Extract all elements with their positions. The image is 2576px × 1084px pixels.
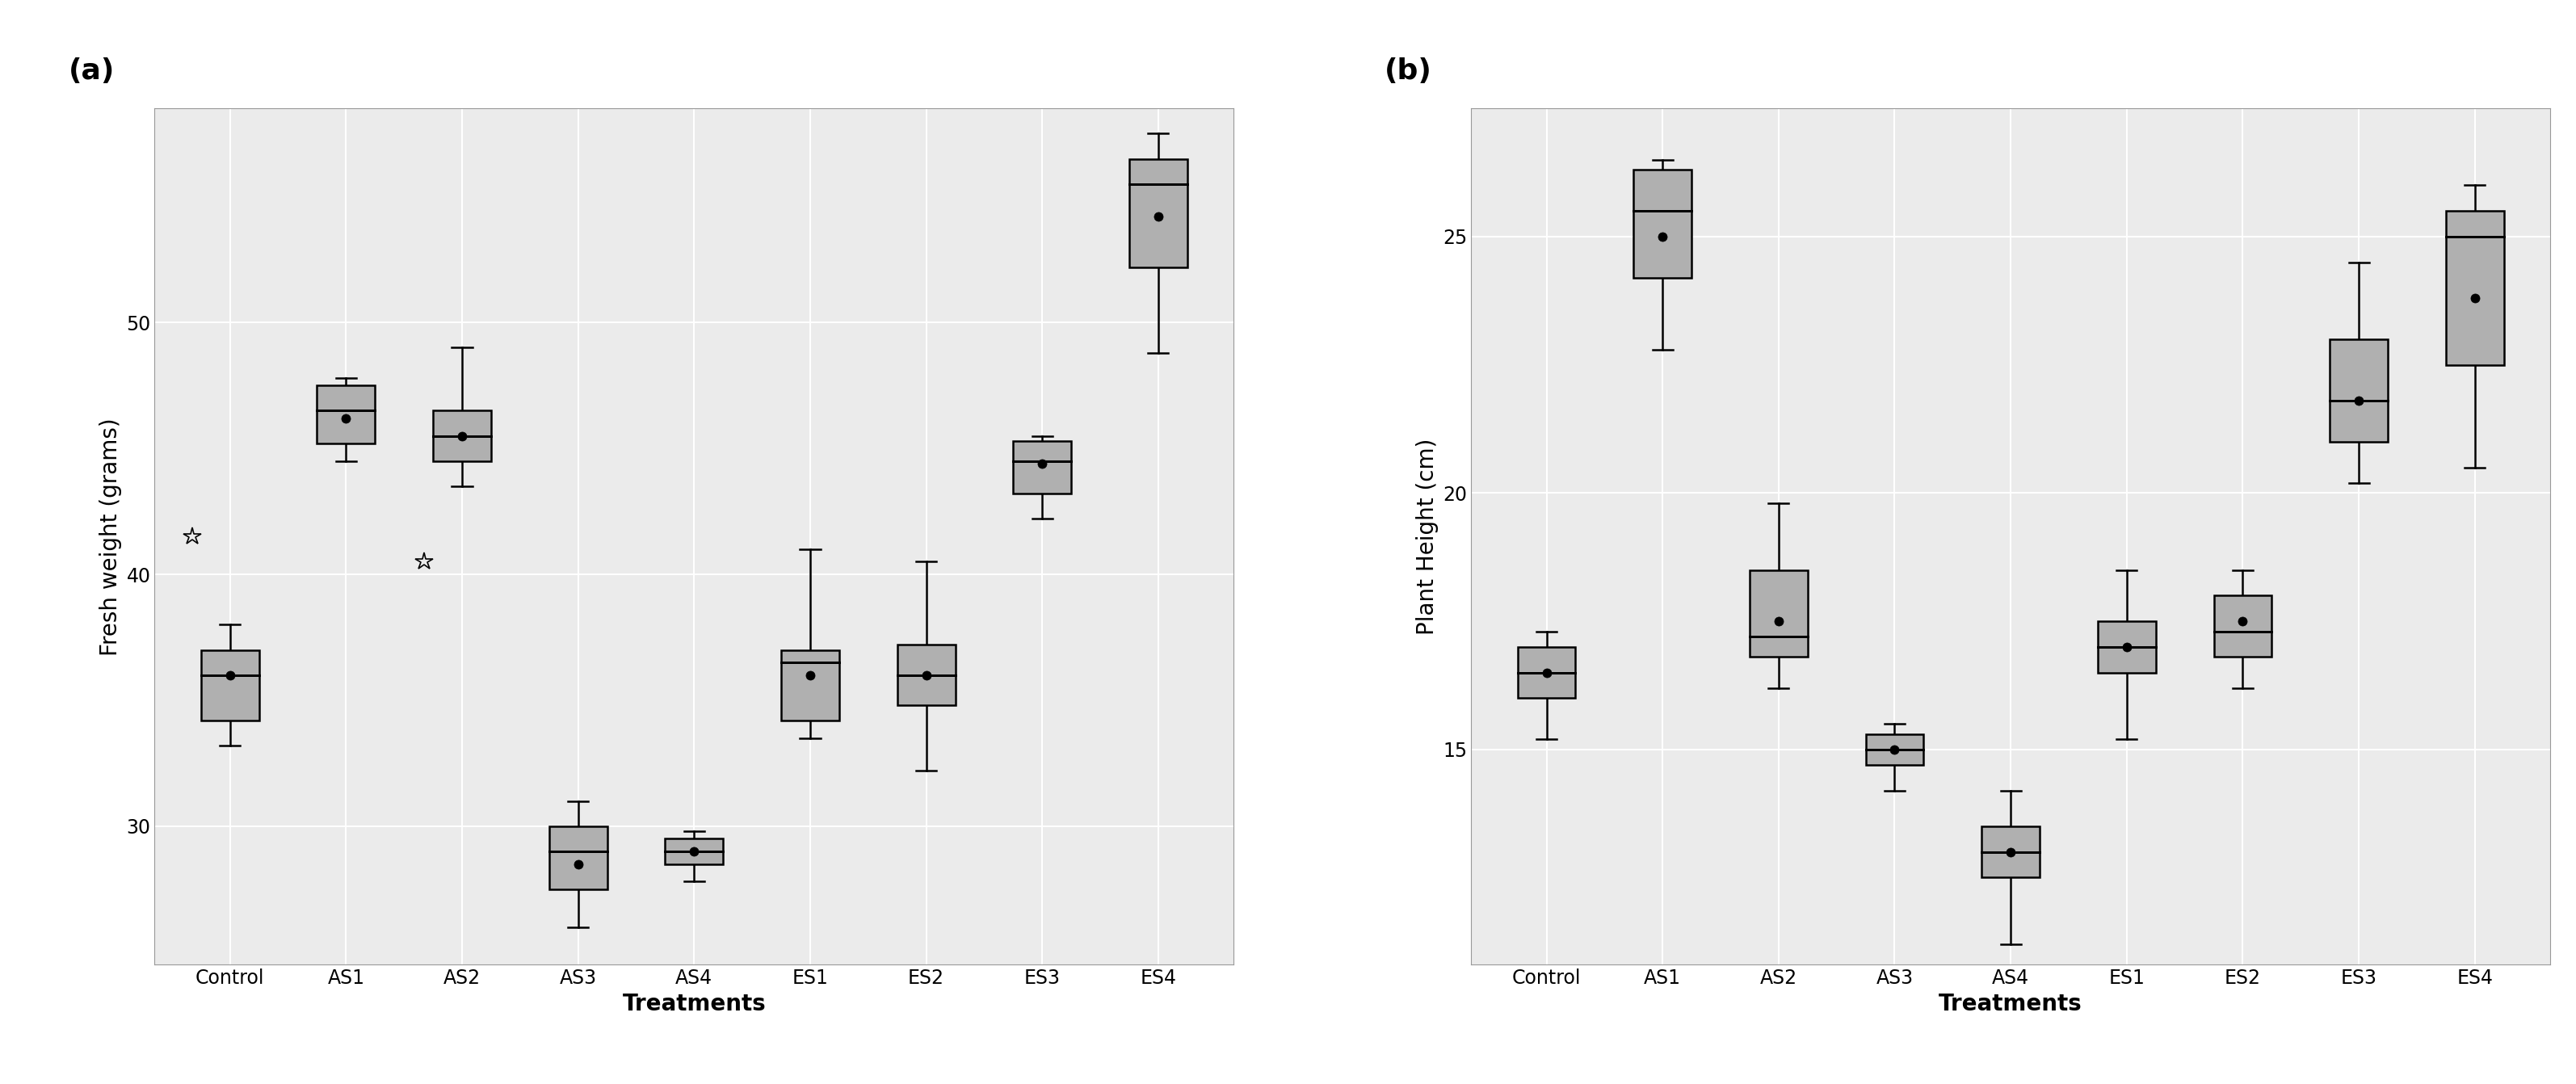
Y-axis label: Plant Height (cm): Plant Height (cm) bbox=[1417, 438, 1437, 635]
Bar bbox=[1749, 570, 1808, 657]
Bar bbox=[2097, 621, 2156, 672]
X-axis label: Treatments: Treatments bbox=[623, 993, 765, 1016]
Bar bbox=[1128, 158, 1188, 267]
Text: (a): (a) bbox=[67, 57, 113, 85]
Bar bbox=[665, 839, 724, 864]
Bar bbox=[433, 411, 492, 461]
Bar bbox=[201, 650, 260, 721]
Bar bbox=[1012, 441, 1072, 494]
Bar bbox=[2329, 339, 2388, 441]
Bar bbox=[781, 650, 840, 721]
Bar bbox=[2213, 595, 2272, 657]
Bar bbox=[1981, 826, 2040, 878]
Bar bbox=[2445, 211, 2504, 365]
Y-axis label: Fresh weight (grams): Fresh weight (grams) bbox=[98, 417, 121, 656]
Bar bbox=[317, 386, 376, 443]
X-axis label: Treatments: Treatments bbox=[1940, 993, 2081, 1016]
Bar bbox=[1633, 170, 1692, 278]
Bar bbox=[896, 645, 956, 706]
Bar bbox=[1517, 647, 1577, 698]
Text: (b): (b) bbox=[1386, 57, 1432, 85]
Bar bbox=[549, 826, 608, 889]
Bar bbox=[1865, 734, 1924, 765]
